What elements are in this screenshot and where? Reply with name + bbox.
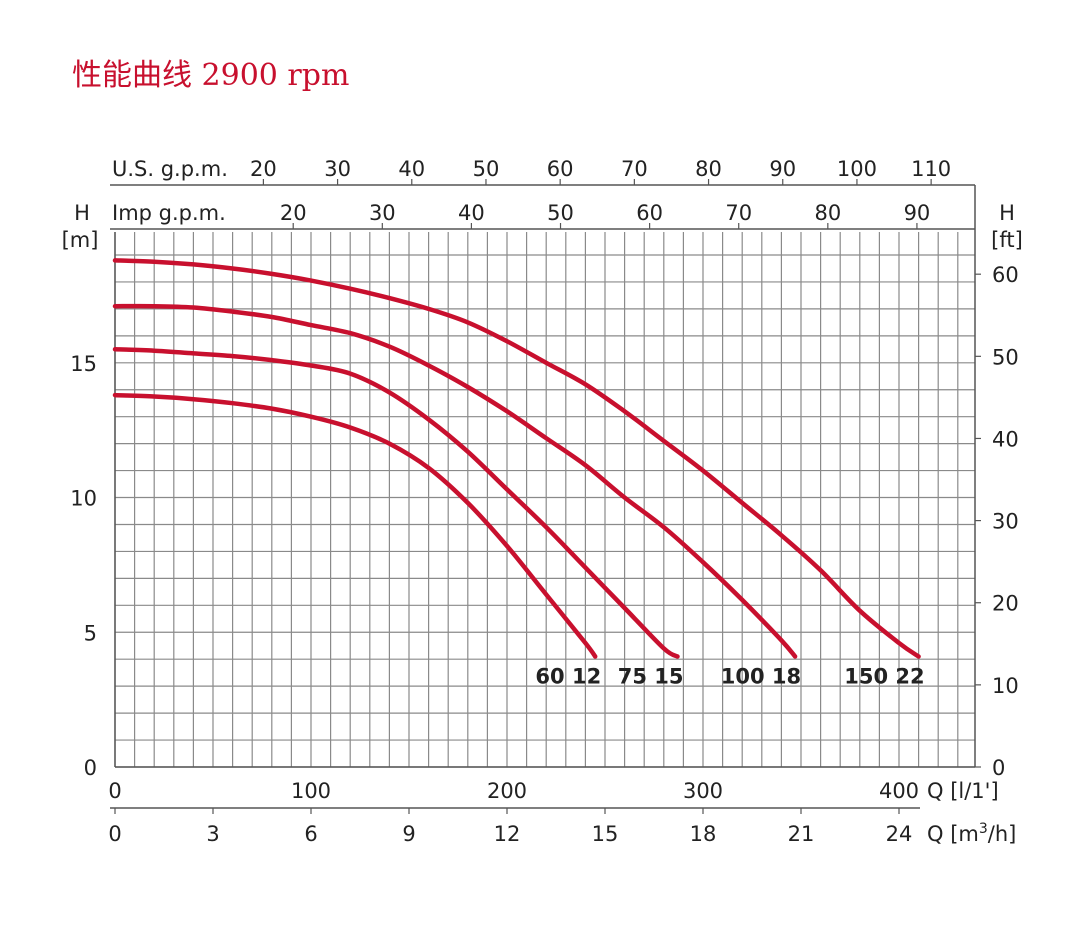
us-gpm-tick-label: 110: [911, 157, 951, 181]
performance-curves: [112, 258, 921, 659]
imp-gpm-tick-label: 90: [904, 201, 931, 225]
imp-gpm-tick-label: 80: [814, 201, 841, 225]
m3h-tick-label: 6: [304, 822, 317, 846]
x-tick-label: 0: [108, 779, 121, 803]
us-gpm-tick-label: 50: [473, 157, 500, 181]
us-gpm-tick-label: 80: [695, 157, 722, 181]
imp-gpm-tick-label: 50: [547, 201, 574, 225]
chart-grid: [114, 232, 975, 768]
y-axis-unit: [m]: [62, 228, 99, 252]
us-gpm-tick-label: 20: [250, 157, 277, 181]
curve-label: 75 15: [618, 664, 684, 688]
curve-75-15: [112, 347, 680, 659]
x-tick-label: 100: [291, 779, 331, 803]
imp-gpm-tick-label: 60: [636, 201, 663, 225]
m3h-tick-label: 3: [206, 822, 219, 846]
x-axis-label: Q [l/1']: [927, 779, 999, 803]
page-title: 性能曲线 2900 rpm: [72, 58, 350, 93]
curve-label: 150 22: [844, 664, 924, 688]
us-gpm-tick-label: 70: [621, 157, 648, 181]
y-right-tick-label: 20: [992, 592, 1019, 616]
imp-gpm-tick-label: 40: [458, 201, 485, 225]
x-secondary-axis-label: Q [m3/h]: [927, 821, 1016, 846]
y-right-tick-label: 50: [992, 345, 1019, 369]
curve-60-12: [112, 392, 598, 659]
m3h-tick-label: 0: [108, 822, 121, 846]
y-tick-label: 10: [70, 487, 97, 511]
m3h-tick-label: 24: [886, 822, 913, 846]
y-tick-label: 15: [70, 352, 97, 376]
imp-gpm-tick-label: 70: [725, 201, 752, 225]
us-gpm-axis-label: U.S. g.p.m.: [112, 157, 228, 181]
y-right-tick-label: 0: [992, 756, 1005, 780]
us-gpm-tick-label: 90: [769, 157, 796, 181]
imp-gpm-axis-label: Imp g.p.m.: [112, 201, 226, 225]
y-axis-label: H: [74, 201, 90, 225]
curve-100-18: [112, 303, 798, 659]
y-right-tick-label: 40: [992, 427, 1019, 451]
y-right-axis-unit: [ft]: [991, 228, 1023, 252]
us-gpm-tick-label: 30: [324, 157, 351, 181]
us-gpm-tick-label: 100: [837, 157, 877, 181]
x-tick-label: 300: [683, 779, 723, 803]
curve-label: 60 12: [535, 664, 601, 688]
imp-gpm-tick-label: 30: [369, 201, 396, 225]
imp-gpm-tick-label: 20: [280, 201, 307, 225]
y-tick-label: 0: [84, 756, 97, 780]
x-tick-label: 200: [487, 779, 527, 803]
chart-frame: [110, 179, 981, 814]
curve-150-22: [112, 258, 921, 659]
y-right-tick-label: 60: [992, 263, 1019, 287]
m3h-tick-label: 15: [592, 822, 619, 846]
y-right-axis-label: H: [999, 201, 1015, 225]
m3h-tick-label: 9: [402, 822, 415, 846]
y-tick-label: 5: [84, 621, 97, 645]
curve-label: 100 18: [721, 664, 801, 688]
y-right-tick-label: 10: [992, 674, 1019, 698]
us-gpm-tick-label: 40: [398, 157, 425, 181]
us-gpm-tick-label: 60: [547, 157, 574, 181]
m3h-tick-label: 12: [494, 822, 521, 846]
m3h-tick-label: 18: [690, 822, 717, 846]
m3h-tick-label: 21: [788, 822, 815, 846]
x-tick-label: 400: [879, 779, 919, 803]
y-right-tick-label: 30: [992, 510, 1019, 534]
